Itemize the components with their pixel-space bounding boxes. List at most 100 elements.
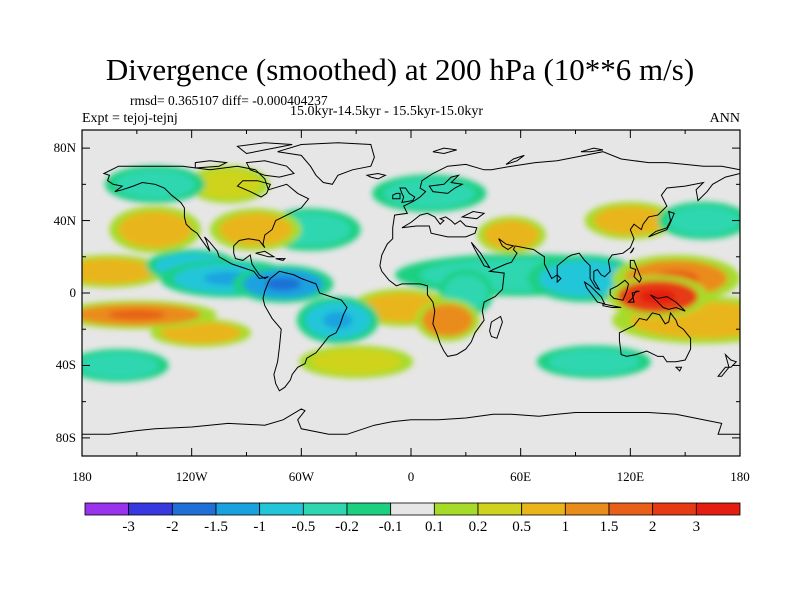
colorbar-label: 1 [561,519,570,535]
scandinavia-gulf-coast [428,174,464,194]
mediterranean-coast [401,212,478,238]
colorbar-label: -0.1 [378,519,403,535]
black-caspian-coast [460,210,486,220]
colorbar-label: -3 [122,519,135,535]
field-anomaly [310,349,402,375]
field-anomaly [548,349,640,375]
colorbar-swatch [84,502,130,516]
cuba-coast [255,250,276,258]
colorbar-swatch [477,502,523,516]
experiment-label: Expt = tejoj-tejnj [82,111,178,126]
colorbar-swatch [390,502,435,516]
colorbar-label: 1.5 [599,519,619,535]
stats-label: rmsd= 0.365107 diff= -0.000404237 [130,93,328,108]
colorbar-swatch [564,502,610,516]
colorbar-swatch [695,502,741,516]
colorbar-swatch [302,502,348,516]
field-anomaly [593,206,667,236]
field-anomaly [82,258,156,284]
sumatra-coast [583,280,606,305]
field-anomaly [484,220,539,250]
field-anomaly [195,169,262,199]
greenland-coast [277,142,375,185]
hispaniola-coast [275,258,287,261]
field-anomaly [383,178,475,208]
victoria-island-coast [194,160,229,169]
sulawesi-coast [627,290,640,303]
java-coast [602,303,622,308]
new-guinea-coast [650,294,686,312]
ireland-coast [392,192,401,200]
lon-tick-label: 180 [730,469,750,484]
ellesmere-coast [236,142,293,155]
north-america-coast [102,165,310,280]
iceland-coast [365,172,387,180]
lon-tick-label: 120W [175,469,208,484]
japan-coast [648,210,675,238]
period-label: 15.0kyr-14.5kyr - 15.5kyr-15.0kyr [290,104,484,119]
arabia-gulf-coast [498,238,515,251]
plot-area [81,129,741,457]
tasmania-coast [674,366,683,372]
colorbar-swatch [521,502,566,516]
severnaya-zemlya-coast [580,147,603,153]
lat-tick-label: 0 [69,285,77,300]
red-sea-coast [470,241,491,269]
borneo-coast [609,279,630,301]
axis-ticks [81,130,741,456]
field-anomaly [160,321,242,344]
colorbar-swatch [171,502,217,516]
colorbar-label: 2 [648,519,657,535]
lat-tick-label: 80N [53,140,76,156]
field-core [264,277,302,291]
field-core [639,289,676,304]
novaya-zemlya-coast [505,154,525,165]
hudson-bay-coast [236,180,271,198]
uk-coast [399,187,416,204]
field-anomaly [118,211,192,248]
svalbard-coast [432,147,457,155]
sri-lanka-coast [556,273,562,284]
field-anomaly [82,352,159,379]
madagascar-coast [489,315,503,339]
colorbar-label: -0.5 [291,519,316,535]
new-zealand-coast [717,352,738,377]
colorbar-swatch [346,502,392,516]
colorbar-swatch [608,502,654,516]
colorbar-swatch [215,502,261,516]
lat-tick-label: 40N [53,212,76,228]
colorbar-swatch [128,502,173,516]
lon-tick-label: 0 [407,469,415,484]
colorbar-swatch [259,502,304,516]
colorbar-swatch [433,502,479,516]
colorbar-swatch [652,502,697,516]
colorbar [84,502,741,516]
colorbar-label: -0.2 [335,519,359,535]
field-anomaly [538,260,631,297]
lon-tick-label: 60W [288,469,314,484]
antarctica-coast [82,408,740,435]
colorbar-label: 0.1 [424,519,444,535]
page-title: Divergence (smoothed) at 200 hPa (10**6 … [105,52,695,87]
divergence-field [82,165,740,382]
lon-tick-label: 180 [72,469,92,484]
lon-tick-label: 120E [616,469,645,484]
lat-tick-label: 80S [55,429,76,445]
colorbar-label: 3 [692,519,701,535]
colorbar-label: -1.5 [204,519,228,535]
eurasia-africa-coast [379,151,740,357]
taiwan-coast [629,247,635,254]
field-anomaly [666,206,740,236]
field-core [323,312,353,329]
season-label: ANN [709,111,740,126]
field-core [108,309,166,320]
field-anomaly [219,213,293,246]
australia-coast [618,311,692,363]
philippines-coast [629,259,642,283]
colorbar-label: 0.2 [468,519,488,535]
field-core [436,312,460,328]
south-america-coast [262,270,348,392]
baffin-coast [245,160,295,178]
colorbar-label: -1 [253,519,266,535]
